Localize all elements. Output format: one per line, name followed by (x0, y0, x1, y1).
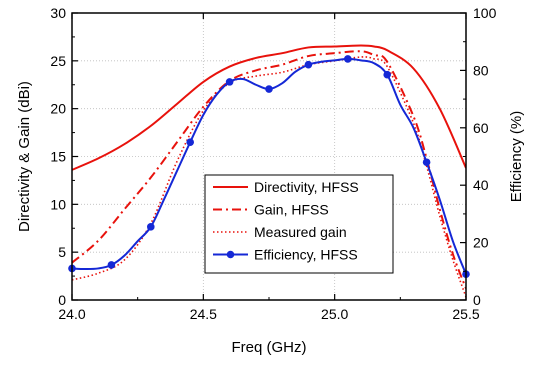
efficiency-marker (225, 78, 234, 86)
x-axis-title: Freq (GHz) (232, 339, 307, 356)
series-layer (68, 44, 470, 298)
y2-tick-label: 40 (473, 177, 489, 193)
efficiency-marker (304, 60, 313, 69)
legend-label: Directivity, HFSS (254, 179, 359, 195)
series-line-measured-gain (72, 56, 466, 298)
x-tick-label: 25.5 (452, 306, 479, 322)
y-tick-label: 30 (50, 5, 66, 21)
y-tick-label: 5 (58, 244, 66, 260)
efficiency-marker (265, 85, 273, 93)
efficiency-marker (147, 223, 155, 231)
efficiency-marker (107, 261, 116, 269)
y2-tick-label: 100 (473, 5, 497, 21)
legend-label: Gain, HFSS (254, 202, 329, 218)
y2-axis-title: Efficiency (%) (508, 111, 525, 202)
legend-box (204, 174, 394, 274)
x-tick-label: 25.0 (321, 306, 348, 322)
efficiency-marker (422, 158, 431, 167)
x-tick-label: 24.0 (58, 306, 85, 322)
y2-tick-label: 60 (473, 120, 489, 136)
efficiency-marker (383, 70, 392, 79)
legend-label: Measured gain (254, 224, 347, 240)
legend-label: Efficiency, HFSS (254, 247, 358, 263)
y-tick-label: 15 (50, 149, 66, 165)
efficiency-marker (344, 55, 352, 63)
legend-marker (226, 250, 235, 259)
y-tick-label: 0 (58, 292, 66, 308)
y2-tick-label: 20 (473, 235, 489, 251)
y2-tick-label: 0 (473, 292, 481, 308)
efficiency-marker (186, 138, 194, 146)
y-tick-label: 20 (50, 101, 66, 117)
series-line-directivity-hfss (72, 44, 466, 171)
y-tick-label: 25 (50, 53, 66, 69)
legend: Directivity, HFSS Gain, HFSS Measured gain… (204, 174, 394, 274)
series-line-gain-hfss (72, 50, 466, 289)
y2-tick-label: 80 (473, 62, 489, 78)
x-tick-label: 24.5 (190, 306, 217, 322)
y-axis-title: Directivity & Gain (dBi) (16, 81, 33, 232)
y-tick-label: 10 (50, 196, 66, 212)
